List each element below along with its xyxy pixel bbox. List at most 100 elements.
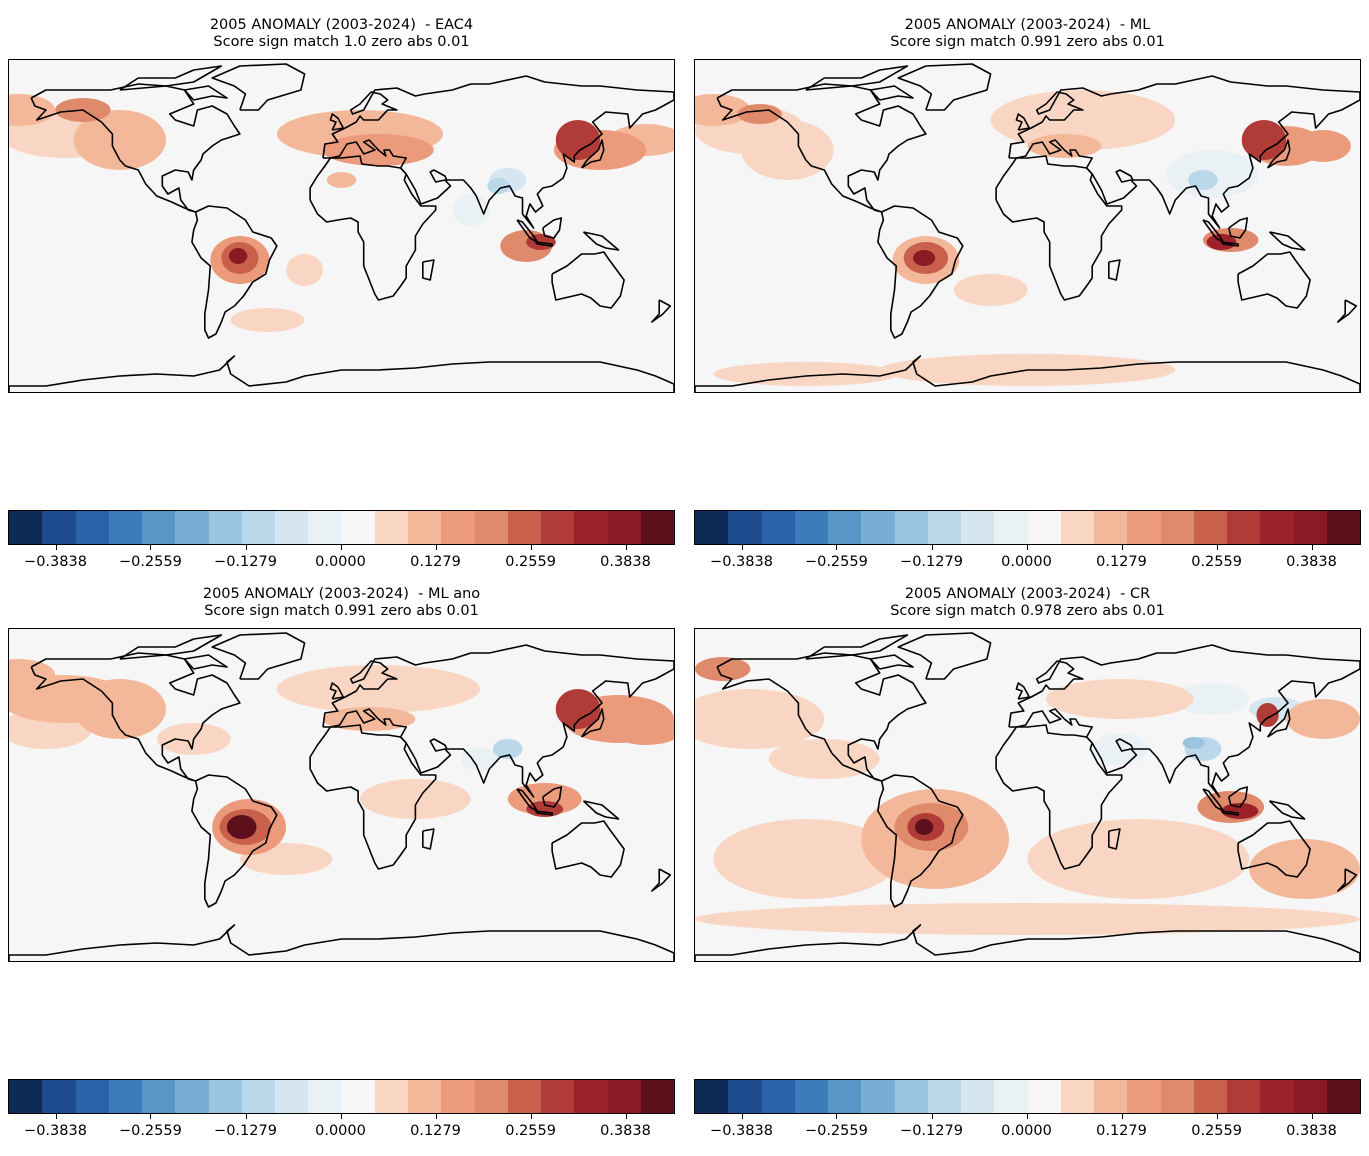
colorbar-segment-12 (1060, 511, 1094, 544)
coastline-australia (1237, 820, 1311, 878)
coastline-new-guinea (582, 231, 620, 251)
anomaly-contour-2 (953, 274, 1028, 306)
colorbar-segment-8 (927, 511, 961, 544)
colorbar-tick-mark (530, 545, 532, 550)
colorbar-segment-3 (75, 511, 109, 544)
colorbar-segment-1 (695, 1080, 729, 1113)
colorbar-segment-20 (1326, 511, 1360, 544)
colorbar-segment-18 (1260, 511, 1294, 544)
colorbar-tick-label: 0.0000 (1001, 1123, 1052, 1139)
colorbar-segment-4 (794, 1080, 828, 1113)
coastline-north-america (30, 83, 241, 213)
coastline-baffin (869, 85, 914, 101)
colorbar-segment-2 (42, 511, 76, 544)
anomaly-contour-5 (1046, 679, 1194, 719)
colorbar-segment-8 (927, 1080, 961, 1113)
colorbar-segment-12 (374, 1080, 408, 1113)
colorbar (8, 1079, 675, 1114)
colorbar-segment-3 (75, 1080, 109, 1113)
anomaly-contour-14 (507, 783, 582, 815)
colorbar-tick-mark (340, 1114, 342, 1119)
coastline-australia (1237, 251, 1311, 309)
colorbar-segment-10 (994, 1080, 1028, 1113)
coastline-greenland (897, 63, 992, 111)
colorbar-segment-11 (341, 511, 375, 544)
colorbar-ticks: −0.3838 −0.2559 −0.1279 0.0000 0.1279 0.2559 0… (8, 545, 675, 575)
coastline-madagascar (421, 259, 435, 281)
colorbar-tick-mark (741, 1114, 743, 1119)
colorbar-tick-label: −0.2559 (804, 1123, 868, 1139)
coastline-south-america (877, 205, 964, 339)
coastline-africa (309, 155, 437, 301)
anomaly-contour-1 (452, 194, 490, 226)
colorbar-tick-label: 0.1279 (1096, 554, 1147, 570)
colorbar-segment-20 (640, 511, 674, 544)
colorbar-segment-6 (861, 511, 895, 544)
colorbar-tick-label: 0.2559 (505, 1123, 556, 1139)
coastline-borneo (542, 217, 563, 239)
coastline-sumatra (1202, 788, 1225, 812)
map-svg (695, 60, 1360, 392)
colorbar-ticks: −0.3838 −0.2559 −0.1279 0.0000 0.1279 0.2559 0… (694, 545, 1361, 575)
coastline-arctic-islands (805, 65, 909, 91)
colorbar-segment-10 (308, 1080, 342, 1113)
colorbar-segment-18 (574, 1080, 608, 1113)
coastline-new-guinea (582, 800, 620, 820)
colorbar-tick-label: 0.0000 (315, 1123, 366, 1139)
colorbar-segment-14 (441, 1080, 475, 1113)
coastline-uk (329, 113, 345, 131)
anomaly-contour-8 (1027, 819, 1250, 899)
coastline-borneo (1228, 217, 1249, 239)
colorbar-tick-label: −0.2559 (118, 554, 182, 570)
anomaly-contour-11 (487, 178, 510, 194)
colorbar-ticks: −0.3838 −0.2559 −0.1279 0.0000 0.1279 0.2559 0… (694, 1114, 1361, 1144)
colorbar-segment-1 (695, 511, 729, 544)
anomaly-contour-12 (1286, 699, 1360, 739)
panel-subtitle-score: Score sign match 0.991 zero abs 0.01 (890, 34, 1165, 50)
colorbar-segment-12 (1060, 1080, 1094, 1113)
anomaly-contour-3 (695, 689, 825, 749)
panel-subtitle-score: Score sign match 0.978 zero abs 0.01 (890, 603, 1165, 619)
colorbar-segment-9 (275, 511, 309, 544)
colorbar-segment-13 (408, 1080, 442, 1113)
colorbar-tick-label: 0.3838 (600, 554, 651, 570)
anomaly-contour-9 (9, 659, 56, 691)
colorbar-segment-20 (1326, 1080, 1360, 1113)
colorbar-segment-7 (894, 511, 928, 544)
anomaly-contour-14 (1182, 737, 1205, 749)
coastline-new-guinea (1268, 231, 1306, 251)
map-svg (9, 629, 674, 961)
anomaly-contour-2 (360, 779, 471, 819)
colorbar-segment-19 (1293, 511, 1327, 544)
colorbar-segment-4 (108, 511, 142, 544)
colorbar-segment-5 (142, 511, 176, 544)
coastline-uk (329, 682, 345, 700)
colorbar-segment-11 (1027, 1080, 1061, 1113)
colorbar-tick-label: 0.3838 (1286, 1123, 1337, 1139)
coastline-new-zealand (1336, 868, 1358, 892)
colorbar-segment-15 (1160, 511, 1194, 544)
anomaly-contour-14 (737, 104, 782, 124)
colorbar-segment-19 (607, 511, 641, 544)
colorbar-tick-label: −0.2559 (118, 1123, 182, 1139)
coastline-antarctica (9, 355, 674, 392)
colorbar-tick-mark (1121, 545, 1123, 550)
colorbar-segment-7 (894, 1080, 928, 1113)
coastline-madagascar (1107, 259, 1121, 281)
anomaly-contour-19 (226, 815, 257, 839)
coastline-sumatra (1202, 219, 1225, 243)
coastline-north-america (716, 83, 927, 213)
colorbar-tick-mark (245, 1114, 247, 1119)
colorbar-segment-9 (275, 1080, 309, 1113)
coastline-australia (551, 820, 625, 878)
panel-title: 2005 ANOMALY (2003-2024) - CR Score sign … (694, 586, 1361, 620)
panel-subtitle-score: Score sign match 1.0 zero abs 0.01 (213, 34, 470, 50)
colorbar-tick-mark (150, 545, 152, 550)
colorbar-segment-2 (728, 511, 762, 544)
anomaly-contour-5 (741, 120, 834, 180)
colorbar-tick-label: −0.1279 (214, 554, 277, 570)
coastline-new-zealand (1336, 299, 1358, 323)
colorbar-segment-6 (175, 1080, 209, 1113)
map-svg (9, 60, 674, 392)
anomaly-contour-1 (461, 747, 499, 771)
